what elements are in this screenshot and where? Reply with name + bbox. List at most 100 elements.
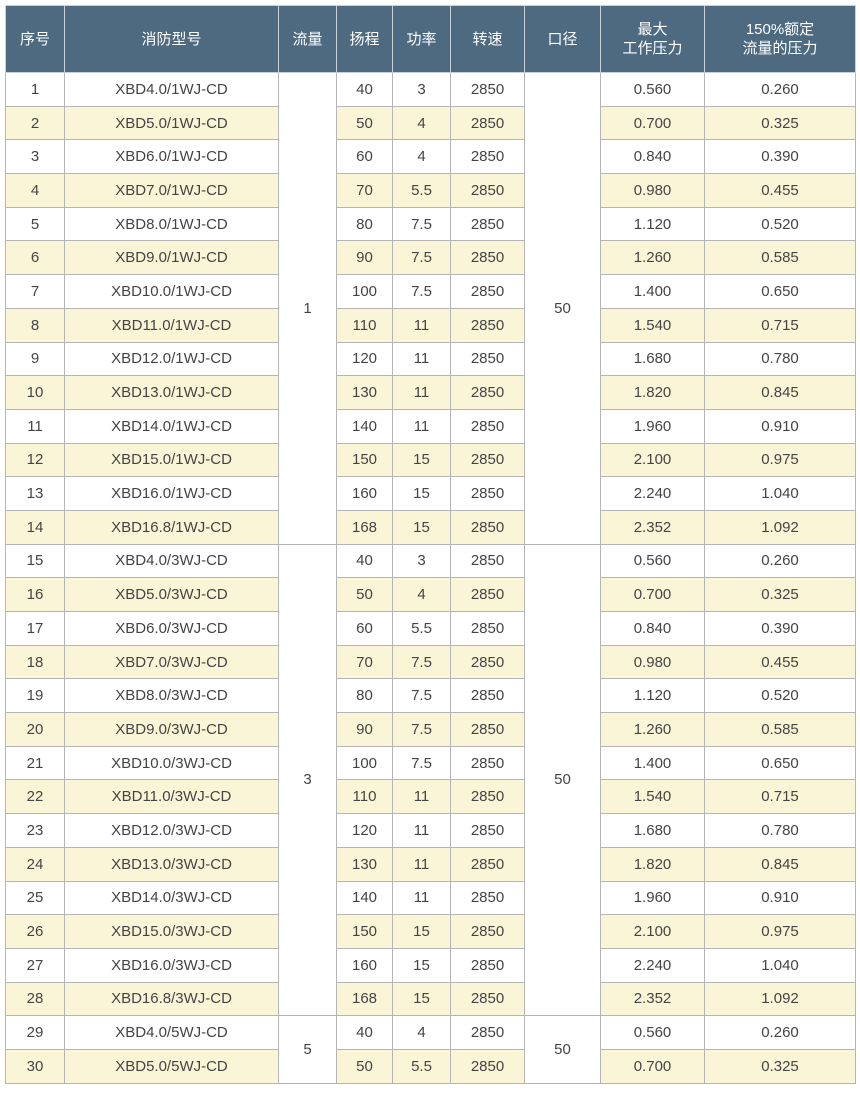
caliber-cell: 50 — [524, 72, 601, 545]
table-cell: 2850 — [450, 880, 525, 916]
table-cell: XBD12.0/1WJ-CD — [64, 341, 279, 377]
table-cell: 0.325 — [704, 577, 856, 612]
table-row: 25 XBD14.0/3WJ-CD 140 11 2850 1.960 0.910 — [5, 880, 856, 916]
table-cell: 1.680 — [600, 341, 705, 377]
table-row: 12 XBD15.0/1WJ-CD 150 15 2850 2.100 0.975 — [5, 442, 856, 478]
table-cell: 1.820 — [600, 375, 705, 410]
table-cell: 2850 — [450, 240, 525, 276]
table-cell: 11 — [392, 408, 451, 444]
header-cell: 扬程 — [336, 5, 393, 73]
table-cell: 2850 — [450, 947, 525, 983]
table-cell: 2850 — [450, 981, 525, 1017]
table-cell: 7.5 — [392, 678, 451, 714]
table-cell: 0.700 — [600, 105, 705, 141]
table-cell: 15 — [392, 981, 451, 1017]
table-cell: 0.840 — [600, 139, 705, 175]
table-row: 2 XBD5.0/1WJ-CD 50 4 2850 0.700 0.325 — [5, 105, 856, 141]
table-cell: 2850 — [450, 644, 525, 680]
table-cell: 2850 — [450, 408, 525, 444]
table-cell: 3 — [5, 139, 65, 175]
table-cell: 3 — [392, 72, 451, 107]
table-cell: XBD4.0/1WJ-CD — [64, 72, 279, 107]
table-cell: 2.352 — [600, 981, 705, 1017]
table-cell: 7.5 — [392, 240, 451, 276]
table-row: 7 XBD10.0/1WJ-CD 100 7.5 2850 1.400 0.650 — [5, 274, 856, 309]
table-cell: 0.910 — [704, 408, 856, 444]
table-cell: 0.975 — [704, 914, 856, 949]
table-cell: 168 — [336, 981, 393, 1017]
table-cell: 80 — [336, 206, 393, 242]
table-cell: XBD15.0/1WJ-CD — [64, 442, 279, 478]
table-cell: 3 — [392, 543, 451, 579]
table-cell: XBD15.0/3WJ-CD — [64, 914, 279, 949]
table-cell: 11 — [392, 813, 451, 848]
header-cell: 口径 — [524, 5, 601, 73]
table-cell: 2850 — [450, 341, 525, 377]
table-cell: 0.520 — [704, 678, 856, 714]
table-cell: 24 — [5, 846, 65, 882]
table-cell: 7.5 — [392, 745, 451, 781]
table-cell: 0.260 — [704, 72, 856, 107]
table-cell: 17 — [5, 611, 65, 646]
header-cell: 最大 工作压力 — [600, 5, 705, 73]
table-cell: 110 — [336, 779, 393, 815]
table-cell: 15 — [392, 947, 451, 983]
table-row: 23 XBD12.0/3WJ-CD 120 11 2850 1.680 0.780 — [5, 813, 856, 848]
table-cell: XBD8.0/3WJ-CD — [64, 678, 279, 714]
table-cell: 10 — [5, 375, 65, 410]
table-cell: 130 — [336, 846, 393, 882]
table-cell: 27 — [5, 947, 65, 983]
table-cell: 0.390 — [704, 139, 856, 175]
table-cell: 2 — [5, 105, 65, 141]
table-cell: 16 — [5, 577, 65, 612]
table-cell: 90 — [336, 240, 393, 276]
table-cell: 28 — [5, 981, 65, 1017]
table-cell: 2850 — [450, 1015, 525, 1050]
table-cell: XBD10.0/1WJ-CD — [64, 274, 279, 309]
table-cell: 50 — [336, 1048, 393, 1084]
table-cell: 100 — [336, 745, 393, 781]
table-cell: 0.650 — [704, 745, 856, 781]
table-cell: 1.040 — [704, 947, 856, 983]
caliber-cell: 50 — [524, 1015, 601, 1084]
table-cell: 2850 — [450, 611, 525, 646]
table-cell: 1.092 — [704, 509, 856, 545]
table-cell: 0.390 — [704, 611, 856, 646]
header-cell: 转速 — [450, 5, 525, 73]
table-head: 序号 消防型号 流量 扬程 功率 转速 口径 最大 工作压力 150%额定 流量的压力 — [5, 5, 856, 73]
table-cell: 2850 — [450, 745, 525, 781]
table-cell: 15 — [392, 442, 451, 478]
table-cell: 0.560 — [600, 72, 705, 107]
table-cell: 26 — [5, 914, 65, 949]
table-cell: 12 — [5, 442, 65, 478]
table-cell: XBD16.0/1WJ-CD — [64, 476, 279, 511]
table-cell: XBD11.0/1WJ-CD — [64, 307, 279, 343]
table-cell: 0.715 — [704, 779, 856, 815]
table-cell: 0.520 — [704, 206, 856, 242]
table-cell: 2850 — [450, 678, 525, 714]
table-cell: XBD16.8/3WJ-CD — [64, 981, 279, 1017]
table-cell: 4 — [392, 105, 451, 141]
table-cell: XBD14.0/3WJ-CD — [64, 880, 279, 916]
table-cell: 120 — [336, 813, 393, 848]
table-cell: XBD6.0/3WJ-CD — [64, 611, 279, 646]
table-cell: 150 — [336, 914, 393, 949]
table-cell: 19 — [5, 678, 65, 714]
table-cell: 7.5 — [392, 206, 451, 242]
table-cell: 9 — [5, 341, 65, 377]
table-cell: 1.040 — [704, 476, 856, 511]
table-cell: 60 — [336, 611, 393, 646]
table-cell: 8 — [5, 307, 65, 343]
table-cell: XBD7.0/3WJ-CD — [64, 644, 279, 680]
table-cell: 11 — [392, 779, 451, 815]
table-cell: 1.540 — [600, 779, 705, 815]
table-cell: 2850 — [450, 779, 525, 815]
table-cell: 70 — [336, 173, 393, 208]
table-cell: 2850 — [450, 543, 525, 579]
table-cell: 15 — [392, 509, 451, 545]
table-cell: XBD4.0/5WJ-CD — [64, 1015, 279, 1050]
table-cell: 0.845 — [704, 375, 856, 410]
table-cell: 1.540 — [600, 307, 705, 343]
table-cell: 1.400 — [600, 274, 705, 309]
table-cell: 0.980 — [600, 173, 705, 208]
